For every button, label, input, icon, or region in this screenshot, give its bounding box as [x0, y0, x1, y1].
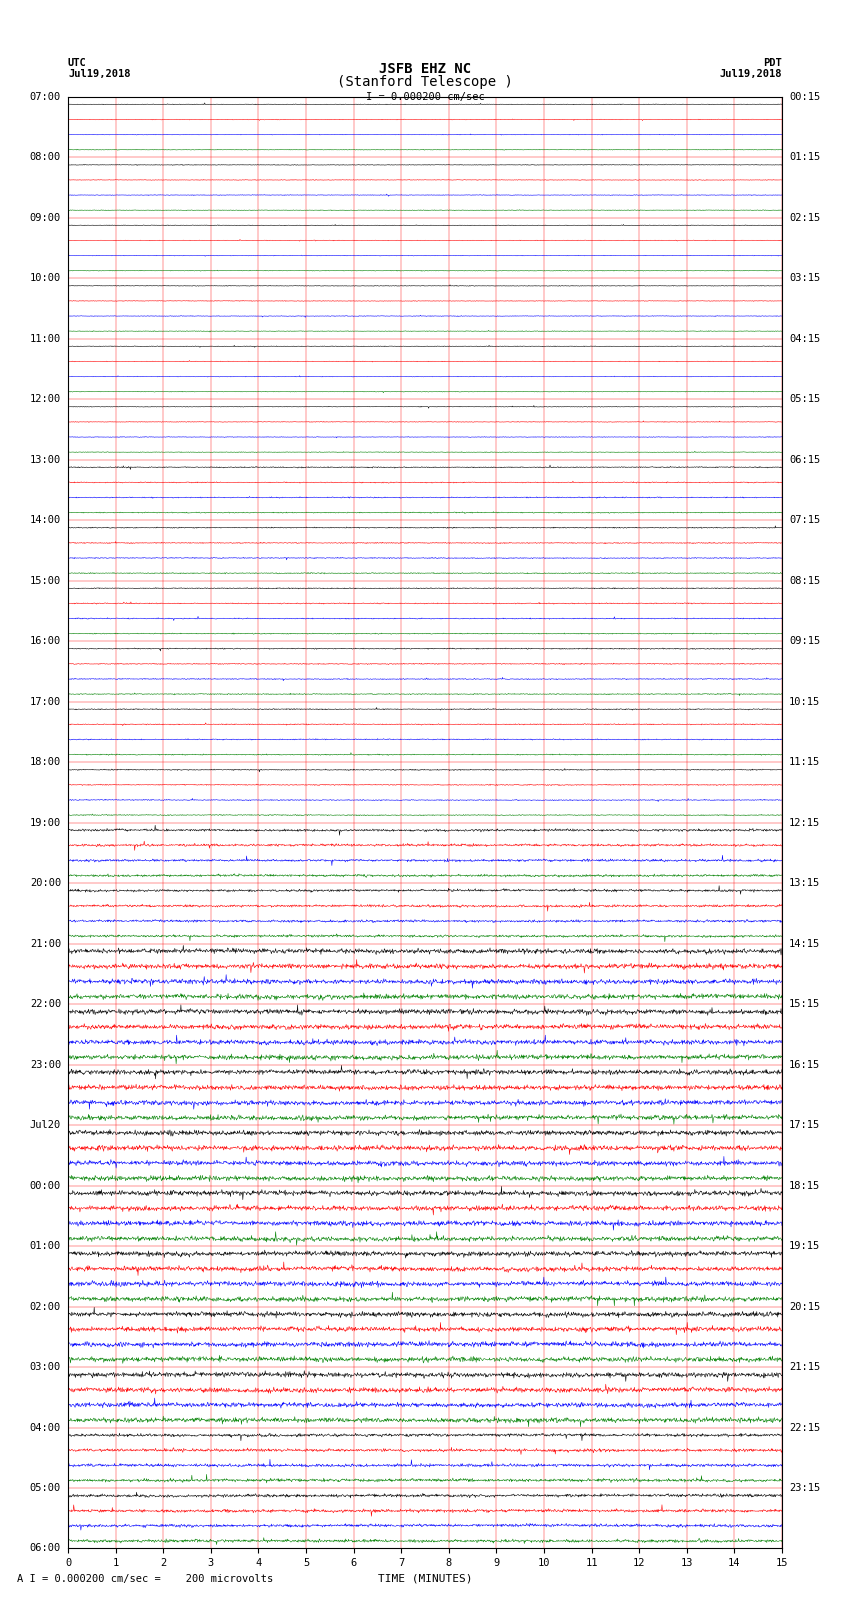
Text: 19:00: 19:00	[30, 818, 61, 827]
Text: 17:15: 17:15	[789, 1119, 820, 1131]
Text: 11:00: 11:00	[30, 334, 61, 344]
Text: 00:00: 00:00	[30, 1181, 61, 1190]
Text: 15:00: 15:00	[30, 576, 61, 586]
Text: 12:00: 12:00	[30, 394, 61, 405]
Text: 02:00: 02:00	[30, 1302, 61, 1311]
Text: 09:15: 09:15	[789, 636, 820, 647]
Text: 22:15: 22:15	[789, 1423, 820, 1432]
Text: 19:15: 19:15	[789, 1240, 820, 1252]
Text: 10:00: 10:00	[30, 273, 61, 284]
Text: 22:00: 22:00	[30, 998, 61, 1010]
Text: 01:15: 01:15	[789, 152, 820, 163]
Text: Jul19,2018: Jul19,2018	[68, 69, 131, 79]
Text: 07:00: 07:00	[30, 92, 61, 102]
Text: 08:15: 08:15	[789, 576, 820, 586]
Text: 04:00: 04:00	[30, 1423, 61, 1432]
Text: 12:15: 12:15	[789, 818, 820, 827]
X-axis label: TIME (MINUTES): TIME (MINUTES)	[377, 1574, 473, 1584]
Text: 05:00: 05:00	[30, 1482, 61, 1494]
Text: 18:00: 18:00	[30, 756, 61, 768]
Text: 20:00: 20:00	[30, 877, 61, 889]
Text: 20:15: 20:15	[789, 1302, 820, 1311]
Text: 08:00: 08:00	[30, 152, 61, 163]
Text: 21:15: 21:15	[789, 1361, 820, 1373]
Text: 13:00: 13:00	[30, 455, 61, 465]
Text: 03:00: 03:00	[30, 1361, 61, 1373]
Text: I = 0.000200 cm/sec: I = 0.000200 cm/sec	[366, 92, 484, 102]
Text: 09:00: 09:00	[30, 213, 61, 223]
Text: (Stanford Telescope ): (Stanford Telescope )	[337, 74, 513, 89]
Text: 05:15: 05:15	[789, 394, 820, 405]
Text: 14:00: 14:00	[30, 515, 61, 526]
Text: 15:15: 15:15	[789, 998, 820, 1010]
Text: 10:15: 10:15	[789, 697, 820, 706]
Text: JSFB EHZ NC: JSFB EHZ NC	[379, 61, 471, 76]
Text: 14:15: 14:15	[789, 939, 820, 948]
Text: 06:00: 06:00	[30, 1544, 61, 1553]
Text: A I = 0.000200 cm/sec =    200 microvolts: A I = 0.000200 cm/sec = 200 microvolts	[17, 1574, 273, 1584]
Text: 13:15: 13:15	[789, 877, 820, 889]
Text: 23:15: 23:15	[789, 1482, 820, 1494]
Text: 07:15: 07:15	[789, 515, 820, 526]
Text: 11:15: 11:15	[789, 756, 820, 768]
Text: 06:15: 06:15	[789, 455, 820, 465]
Text: 16:00: 16:00	[30, 636, 61, 647]
Text: 02:15: 02:15	[789, 213, 820, 223]
Text: Jul20: Jul20	[30, 1119, 61, 1131]
Text: 21:00: 21:00	[30, 939, 61, 948]
Text: 17:00: 17:00	[30, 697, 61, 706]
Text: UTC: UTC	[68, 58, 87, 68]
Text: 00:15: 00:15	[789, 92, 820, 102]
Text: Jul19,2018: Jul19,2018	[719, 69, 782, 79]
Text: 18:15: 18:15	[789, 1181, 820, 1190]
Text: 16:15: 16:15	[789, 1060, 820, 1069]
Text: 03:15: 03:15	[789, 273, 820, 284]
Text: 01:00: 01:00	[30, 1240, 61, 1252]
Text: 04:15: 04:15	[789, 334, 820, 344]
Text: 23:00: 23:00	[30, 1060, 61, 1069]
Text: PDT: PDT	[763, 58, 782, 68]
